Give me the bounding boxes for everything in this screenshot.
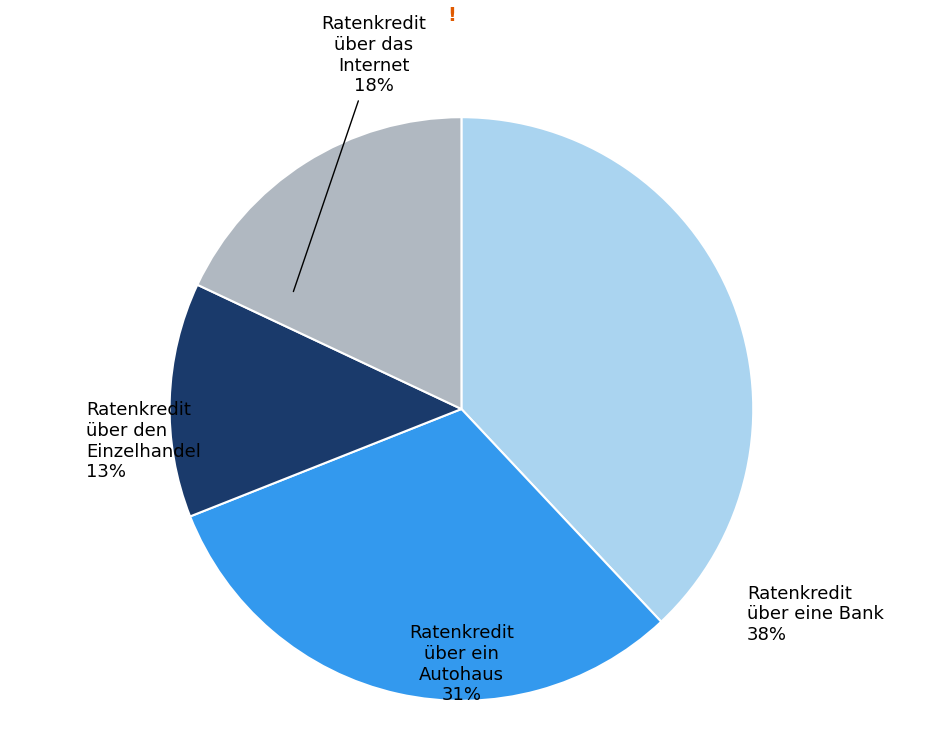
Wedge shape: [197, 117, 461, 409]
Wedge shape: [190, 409, 661, 701]
Wedge shape: [169, 285, 461, 516]
Text: Ratenkredit
über den
Einzelhandel
13%: Ratenkredit über den Einzelhandel 13%: [86, 401, 201, 481]
Text: Ratenkredit
über eine Bank
38%: Ratenkredit über eine Bank 38%: [747, 585, 884, 644]
Text: !: !: [446, 6, 456, 25]
Text: Ratenkredit
über das
Internet
18%: Ratenkredit über das Internet 18%: [293, 15, 426, 291]
Wedge shape: [461, 117, 753, 622]
Text: Ratenkredit
über ein
Autohaus
31%: Ratenkredit über ein Autohaus 31%: [409, 624, 514, 704]
